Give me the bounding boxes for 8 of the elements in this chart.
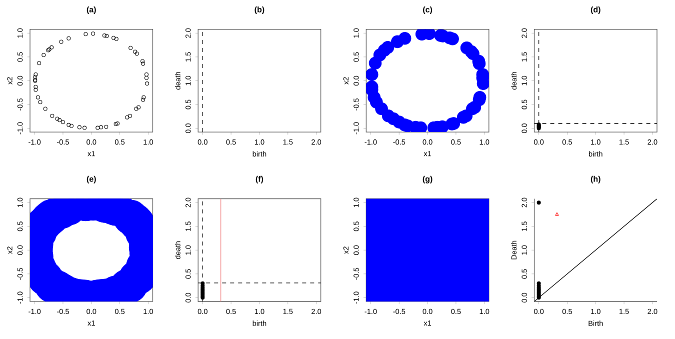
chart-title: (a) [86,6,96,14]
chart-title: (b) [254,6,264,14]
chart-title: (e) [86,176,96,184]
chart-title: (d) [590,6,600,14]
chart-title: (f) [256,176,264,184]
chart-title: (c) [423,6,432,14]
chart-title: (h) [590,176,600,184]
chart-title: (g) [422,176,432,184]
